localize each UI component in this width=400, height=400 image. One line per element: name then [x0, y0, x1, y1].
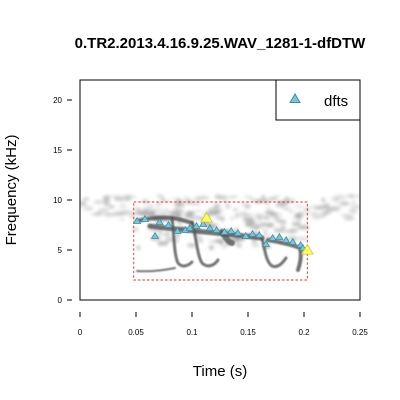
- data-point: [281, 235, 291, 243]
- legend-triangle-icon: [289, 93, 301, 103]
- data-point: [233, 228, 243, 236]
- data-point: [173, 226, 182, 234]
- y-tick-label: 20: [53, 96, 62, 105]
- x-axis: 0 0.05 0.1 0.15 0.2 0.25: [78, 312, 368, 337]
- data-point: [227, 226, 236, 234]
- y-tick-label: 0: [58, 296, 63, 305]
- selection-box: [133, 201, 308, 281]
- x-tick-label: 0.15: [240, 328, 256, 337]
- x-tick-label: 0.25: [352, 328, 368, 337]
- spectrogram-image: [80, 193, 360, 273]
- data-point: [155, 217, 164, 225]
- data-point: [248, 229, 257, 237]
- legend: dfts: [275, 79, 361, 121]
- data-point: [212, 225, 221, 233]
- data-point: [288, 237, 297, 245]
- plot-frame: [79, 79, 361, 301]
- data-point: [132, 216, 142, 224]
- data-point: [241, 231, 250, 239]
- highlighted-point: [200, 211, 214, 223]
- x-tick-label: 0: [78, 328, 83, 337]
- y-axis-label: Frequency (kHz): [3, 135, 20, 246]
- highlighted-point: [300, 243, 314, 255]
- data-points: [132, 211, 314, 255]
- data-point: [205, 223, 215, 231]
- data-point: [199, 219, 208, 227]
- chart-title: 0.TR2.2013.4.16.9.25.WAV_1281-1-dfDTW: [75, 35, 367, 52]
- data-point: [275, 232, 284, 240]
- x-axis-label: Time (s): [193, 363, 247, 380]
- x-tick-label: 0.2: [298, 328, 310, 337]
- data-point: [255, 230, 264, 238]
- data-point: [150, 231, 160, 239]
- data-point: [140, 214, 150, 222]
- y-tick-label: 15: [53, 146, 62, 155]
- data-point: [185, 223, 194, 231]
- legend-box: [275, 79, 361, 121]
- y-tick-label: 5: [58, 246, 63, 255]
- data-point: [268, 233, 277, 241]
- data-point: [261, 239, 271, 247]
- legend-entry-dfts: dfts: [324, 93, 348, 110]
- y-tick-label: 10: [53, 196, 62, 205]
- data-point: [164, 220, 173, 228]
- data-point: [220, 227, 229, 235]
- data-point: [192, 221, 201, 229]
- x-tick-label: 0.05: [128, 328, 144, 337]
- y-axis: 0 5 10 15 20: [53, 96, 72, 305]
- x-tick-label: 0.1: [186, 328, 198, 337]
